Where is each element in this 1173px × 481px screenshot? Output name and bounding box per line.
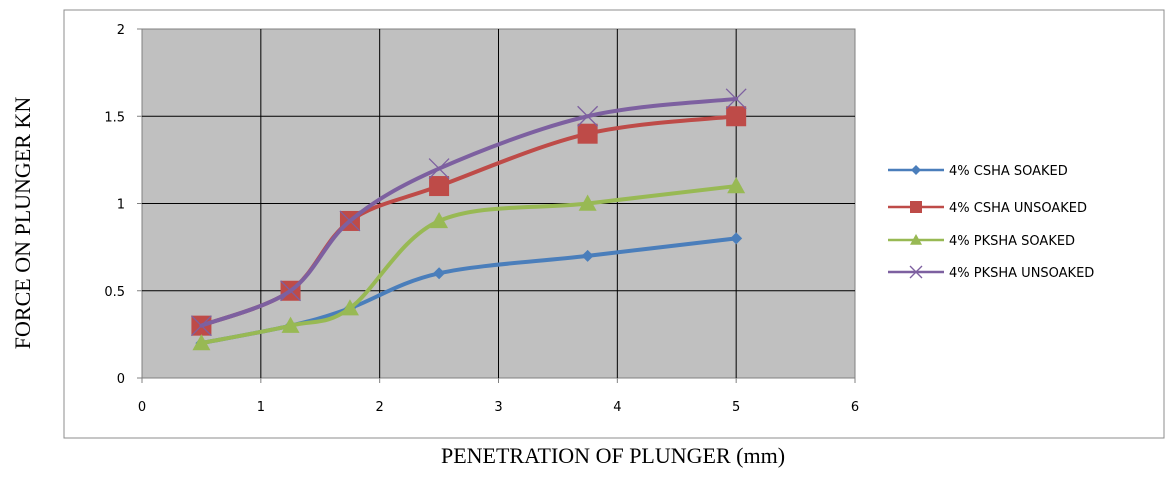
series-4 xyxy=(190,88,747,337)
y-tick-label: 1 xyxy=(117,198,125,213)
data-point xyxy=(281,316,300,333)
x-axis-title: PENETRATION OF PLUNGER (mm) xyxy=(441,443,785,468)
y-tick-label: 1.5 xyxy=(104,110,125,125)
x-tick-label: 5 xyxy=(732,400,740,415)
legend-label: 4% PKSHA SOAKED xyxy=(949,234,1075,249)
data-point xyxy=(726,106,747,127)
legend-label: 4% CSHA SOAKED xyxy=(949,164,1068,179)
legend-label: 4% PKSHA UNSOAKED xyxy=(949,266,1094,281)
axis-ticks: 0 1 2 3 4 5 6 0 0.5 1 1.5 2 xyxy=(104,23,859,415)
data-point xyxy=(581,249,594,262)
legend: 4% CSHA SOAKED 4% CSHA UNSOAKED 4% PKSHA S… xyxy=(888,164,1094,281)
series-3 xyxy=(192,177,746,351)
legend-marker xyxy=(910,234,922,245)
data-point xyxy=(577,105,599,127)
x-tick-label: 3 xyxy=(494,400,502,415)
data-point xyxy=(430,211,449,229)
legend-marker xyxy=(910,201,922,213)
series-layer xyxy=(190,88,747,351)
legend-item: 4% PKSHA SOAKED xyxy=(888,234,1075,249)
y-tick-label: 2 xyxy=(117,23,125,38)
y-tick-label: 0.5 xyxy=(104,285,125,300)
legend-item: 4% CSHA SOAKED xyxy=(888,164,1068,179)
legend-marker xyxy=(911,165,921,175)
data-point xyxy=(725,88,747,110)
data-point xyxy=(578,194,597,211)
legend-label: 4% CSHA UNSOAKED xyxy=(949,201,1087,216)
data-point xyxy=(433,267,446,280)
data-point xyxy=(727,177,746,194)
data-point xyxy=(192,334,211,351)
data-point xyxy=(730,232,743,245)
y-axis-title: FORCE ON PLUNGER KN xyxy=(10,97,35,350)
x-tick-label: 2 xyxy=(376,400,384,415)
x-tick-label: 6 xyxy=(851,400,859,415)
x-tick-label: 1 xyxy=(257,400,265,415)
data-point xyxy=(340,299,359,316)
x-tick-label: 4 xyxy=(613,400,621,415)
data-point xyxy=(280,280,302,302)
y-tick-label: 0 xyxy=(117,372,125,387)
legend-item: 4% CSHA UNSOAKED xyxy=(888,201,1087,216)
data-point xyxy=(428,158,450,180)
data-point xyxy=(339,210,361,232)
legend-marker xyxy=(909,265,923,279)
legend-item: 4% PKSHA UNSOAKED xyxy=(888,265,1094,281)
data-point xyxy=(577,123,598,144)
data-point xyxy=(429,176,450,197)
data-point xyxy=(190,315,212,337)
x-tick-label: 0 xyxy=(138,400,146,415)
